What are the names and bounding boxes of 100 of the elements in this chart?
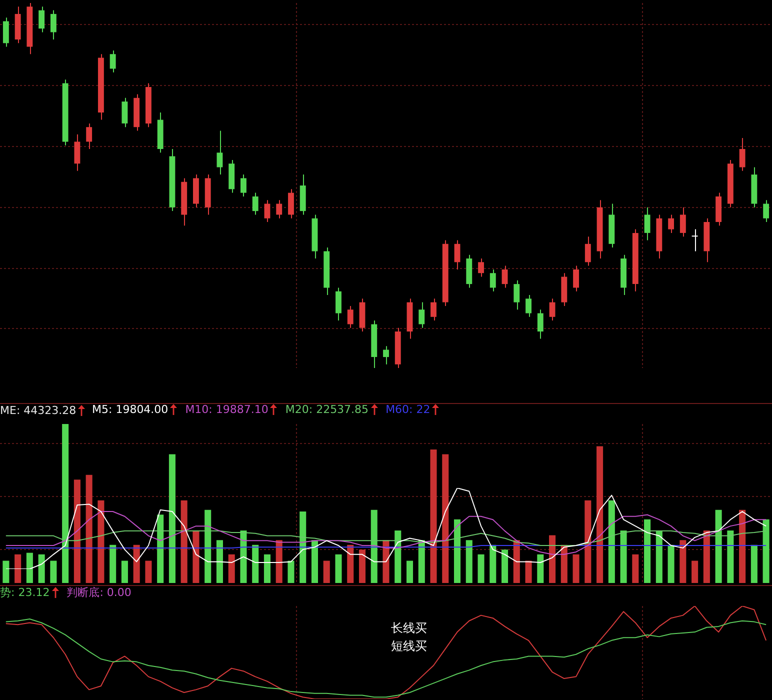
candlestick <box>110 50 116 73</box>
bar <box>121 560 128 583</box>
bar <box>276 540 282 583</box>
text: M10: 19887.10 <box>185 403 270 416</box>
candlestick <box>38 6 45 33</box>
bar <box>288 560 294 583</box>
candlestick <box>418 302 425 328</box>
bar <box>762 519 770 583</box>
bar <box>442 454 449 583</box>
candlestick <box>276 200 282 219</box>
text: 判断底: 0.00 <box>66 586 132 599</box>
annotation: 短线买 <box>391 639 428 653</box>
bar <box>703 530 710 583</box>
bar <box>394 530 402 583</box>
bar <box>537 554 544 583</box>
bar <box>490 544 496 583</box>
candlestick <box>122 97 128 128</box>
candlestick <box>514 280 520 310</box>
bar <box>240 530 247 583</box>
bar <box>204 510 212 583</box>
bar <box>168 454 176 583</box>
bar <box>50 560 57 583</box>
bar <box>513 540 520 583</box>
bar <box>358 550 366 583</box>
bar <box>406 560 414 583</box>
text: 势: 23.12 <box>0 586 51 599</box>
bar <box>98 500 104 583</box>
candlestick <box>86 122 92 150</box>
candlestick <box>264 200 270 222</box>
candlestick <box>680 206 686 238</box>
bar <box>632 554 639 583</box>
bar <box>323 560 330 583</box>
candlestick <box>2 17 9 48</box>
bar <box>739 510 746 583</box>
candlestick <box>347 305 354 328</box>
candlestick <box>584 236 591 266</box>
bar <box>572 554 580 583</box>
candlestick <box>763 200 770 222</box>
bar <box>620 530 627 583</box>
candlestick <box>478 258 484 278</box>
bar <box>478 554 484 583</box>
bar <box>252 544 259 583</box>
bar <box>596 446 604 583</box>
candlestick <box>252 192 258 216</box>
bar <box>14 554 22 583</box>
bar <box>668 544 674 583</box>
bar <box>311 540 318 583</box>
bar <box>382 540 390 583</box>
candlestick <box>644 206 650 241</box>
candlestick <box>216 130 223 176</box>
candlestick <box>240 174 246 197</box>
bar <box>26 552 33 583</box>
candlestick <box>537 309 544 340</box>
annotation: 长线买 <box>391 621 428 635</box>
bar <box>502 550 508 583</box>
bar <box>656 530 662 583</box>
bar <box>347 544 354 583</box>
bar <box>300 511 306 583</box>
bar <box>680 540 686 583</box>
bar <box>549 535 556 583</box>
bar <box>74 480 80 583</box>
candlestick <box>383 346 389 365</box>
candlestick <box>739 138 746 172</box>
bar <box>180 500 188 583</box>
candlestick <box>430 298 436 322</box>
bar <box>62 424 69 583</box>
bar <box>750 544 758 583</box>
bar <box>715 510 722 583</box>
bar <box>145 560 152 583</box>
bar <box>370 510 378 583</box>
candlestick <box>549 298 556 322</box>
candlestick <box>74 134 80 172</box>
text: M5: 19804.00 <box>92 403 170 416</box>
bar <box>525 560 532 583</box>
candlestick <box>502 265 508 288</box>
bar <box>86 474 92 583</box>
bar <box>110 544 116 583</box>
candlestick <box>288 188 294 219</box>
bar <box>192 530 200 583</box>
series-label: ME: 44323.28 <box>0 404 78 417</box>
bar <box>418 540 425 583</box>
bar <box>644 519 651 583</box>
bar <box>466 540 472 583</box>
bar <box>454 519 461 583</box>
candlestick <box>50 10 56 40</box>
text: M20: 22537.85 <box>285 403 370 416</box>
bar <box>608 500 615 583</box>
bar <box>38 554 45 583</box>
bar <box>264 554 270 583</box>
text: M60: 22 <box>386 403 432 416</box>
bar <box>2 560 10 583</box>
bar <box>727 530 734 583</box>
bar <box>692 560 698 583</box>
bar <box>560 544 568 583</box>
candlestick <box>526 294 532 318</box>
bar <box>216 540 223 583</box>
candlestick <box>692 228 698 252</box>
candlestick <box>336 287 342 322</box>
candlestick <box>668 214 674 234</box>
candlestick <box>573 265 579 292</box>
